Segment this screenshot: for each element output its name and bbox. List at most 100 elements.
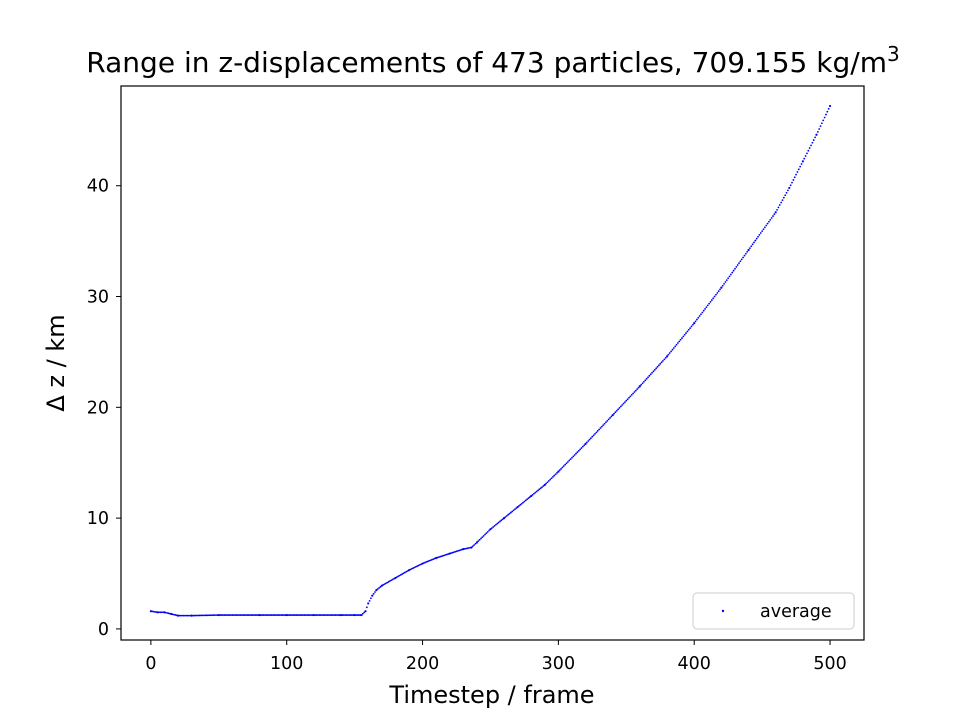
- data-point-interp: [386, 581, 389, 584]
- data-point-interp: [478, 538, 481, 541]
- data-point-interp: [399, 573, 402, 576]
- data-point-interp: [492, 526, 495, 528]
- data-point-interp: [273, 614, 276, 616]
- data-point-interp: [227, 614, 230, 616]
- data-point-interp: [644, 379, 647, 382]
- data-point-interp: [651, 371, 654, 374]
- data-point-interp: [796, 171, 799, 173]
- data-point: [788, 186, 791, 190]
- data-point-interp: [750, 245, 753, 248]
- data-point: [475, 541, 478, 544]
- data-point-interp: [281, 614, 284, 616]
- data-point-interp: [664, 356, 667, 359]
- data-point-interp: [167, 612, 170, 615]
- data-point-interp: [554, 473, 557, 476]
- data-point-interp: [383, 583, 386, 586]
- data-point: [353, 613, 356, 617]
- data-point-interp: [744, 252, 747, 255]
- data-point-interp: [580, 447, 583, 449]
- data-point-interp: [235, 614, 238, 616]
- data-point-interp: [368, 599, 371, 602]
- data-point-interp: [319, 614, 322, 616]
- data-point-interp: [594, 432, 596, 435]
- data-point-interp: [276, 614, 279, 616]
- data-point-interp: [307, 614, 310, 616]
- data-point: [720, 286, 723, 289]
- data-point-interp: [724, 281, 727, 283]
- data-point-interp: [547, 479, 550, 482]
- data-point-interp: [746, 250, 749, 253]
- data-point-interp: [291, 614, 294, 616]
- data-point-interp: [326, 614, 329, 616]
- data-point-interp: [576, 451, 579, 454]
- data-point-interp: [425, 560, 428, 563]
- data-point-interp: [245, 614, 247, 616]
- data-point-interp: [511, 510, 514, 513]
- data-point-interp: [728, 275, 731, 278]
- data-point-interp: [689, 327, 692, 329]
- data-point-interp: [583, 444, 586, 447]
- data-point-interp: [261, 614, 264, 616]
- data-point: [360, 613, 363, 617]
- data-point-interp: [193, 614, 196, 617]
- data-point-interp: [606, 419, 609, 422]
- data-point-interp: [288, 614, 291, 616]
- data-point-interp: [211, 614, 213, 617]
- data-point-interp: [410, 567, 413, 570]
- data-point-interp: [505, 515, 508, 517]
- data-point-interp: [452, 551, 455, 554]
- data-point-interp: [496, 522, 499, 525]
- data-point-interp: [200, 614, 203, 617]
- data-point-interp: [308, 614, 311, 616]
- data-point-interp: [577, 449, 580, 452]
- data-point-interp: [348, 614, 351, 616]
- data-point-interp: [587, 440, 590, 442]
- data-point-interp: [379, 585, 382, 588]
- data-point-interp: [731, 271, 734, 274]
- data-point-interp: [657, 364, 660, 367]
- data-point-interp: [556, 472, 558, 474]
- x-tick-label: 300: [542, 654, 575, 674]
- data-point-interp: [473, 544, 476, 546]
- data-point-interp: [390, 579, 393, 582]
- data-point-interp: [687, 328, 690, 331]
- chart-title-main: Range in z-displacements of 473 particle…: [86, 46, 887, 79]
- data-point-interp: [590, 437, 592, 440]
- data-point-interp: [708, 302, 711, 305]
- data-point-interp: [738, 262, 740, 265]
- data-point-interp: [751, 243, 754, 246]
- data-point-interp: [622, 402, 625, 405]
- data-point-interp: [596, 430, 599, 432]
- data-point-interp: [628, 396, 630, 399]
- data-point: [375, 589, 378, 592]
- data-point-interp: [280, 614, 283, 616]
- data-point-interp: [428, 559, 431, 562]
- data-point-interp: [610, 415, 613, 418]
- data-point-interp: [721, 284, 724, 287]
- data-point-interp: [224, 614, 227, 616]
- data-point-interp: [508, 512, 511, 515]
- data-point-interp: [456, 550, 459, 552]
- data-point-interp: [715, 293, 717, 296]
- data-point-interp: [754, 239, 757, 242]
- data-point-interp: [656, 365, 659, 368]
- data-point-interp: [444, 554, 447, 556]
- axes-frame: [120, 85, 865, 641]
- data-point-interp: [636, 388, 639, 391]
- data-point-interp: [209, 614, 212, 617]
- data-point-interp: [507, 513, 510, 516]
- data-point-interp: [696, 318, 698, 321]
- data-point-interp: [812, 139, 815, 141]
- data-point-interp: [572, 455, 575, 458]
- data-point: [815, 133, 818, 136]
- data-point-interp: [296, 614, 299, 616]
- data-point-interp: [302, 614, 304, 616]
- data-point-interp: [757, 235, 759, 238]
- data-point-interp: [795, 173, 797, 176]
- data-point-interp: [423, 562, 425, 564]
- data-point-interp: [698, 315, 701, 317]
- data-point: [367, 602, 370, 605]
- data-point-interp: [632, 392, 634, 395]
- y-tick-label: 30: [87, 288, 109, 308]
- data-point-interp: [560, 467, 562, 470]
